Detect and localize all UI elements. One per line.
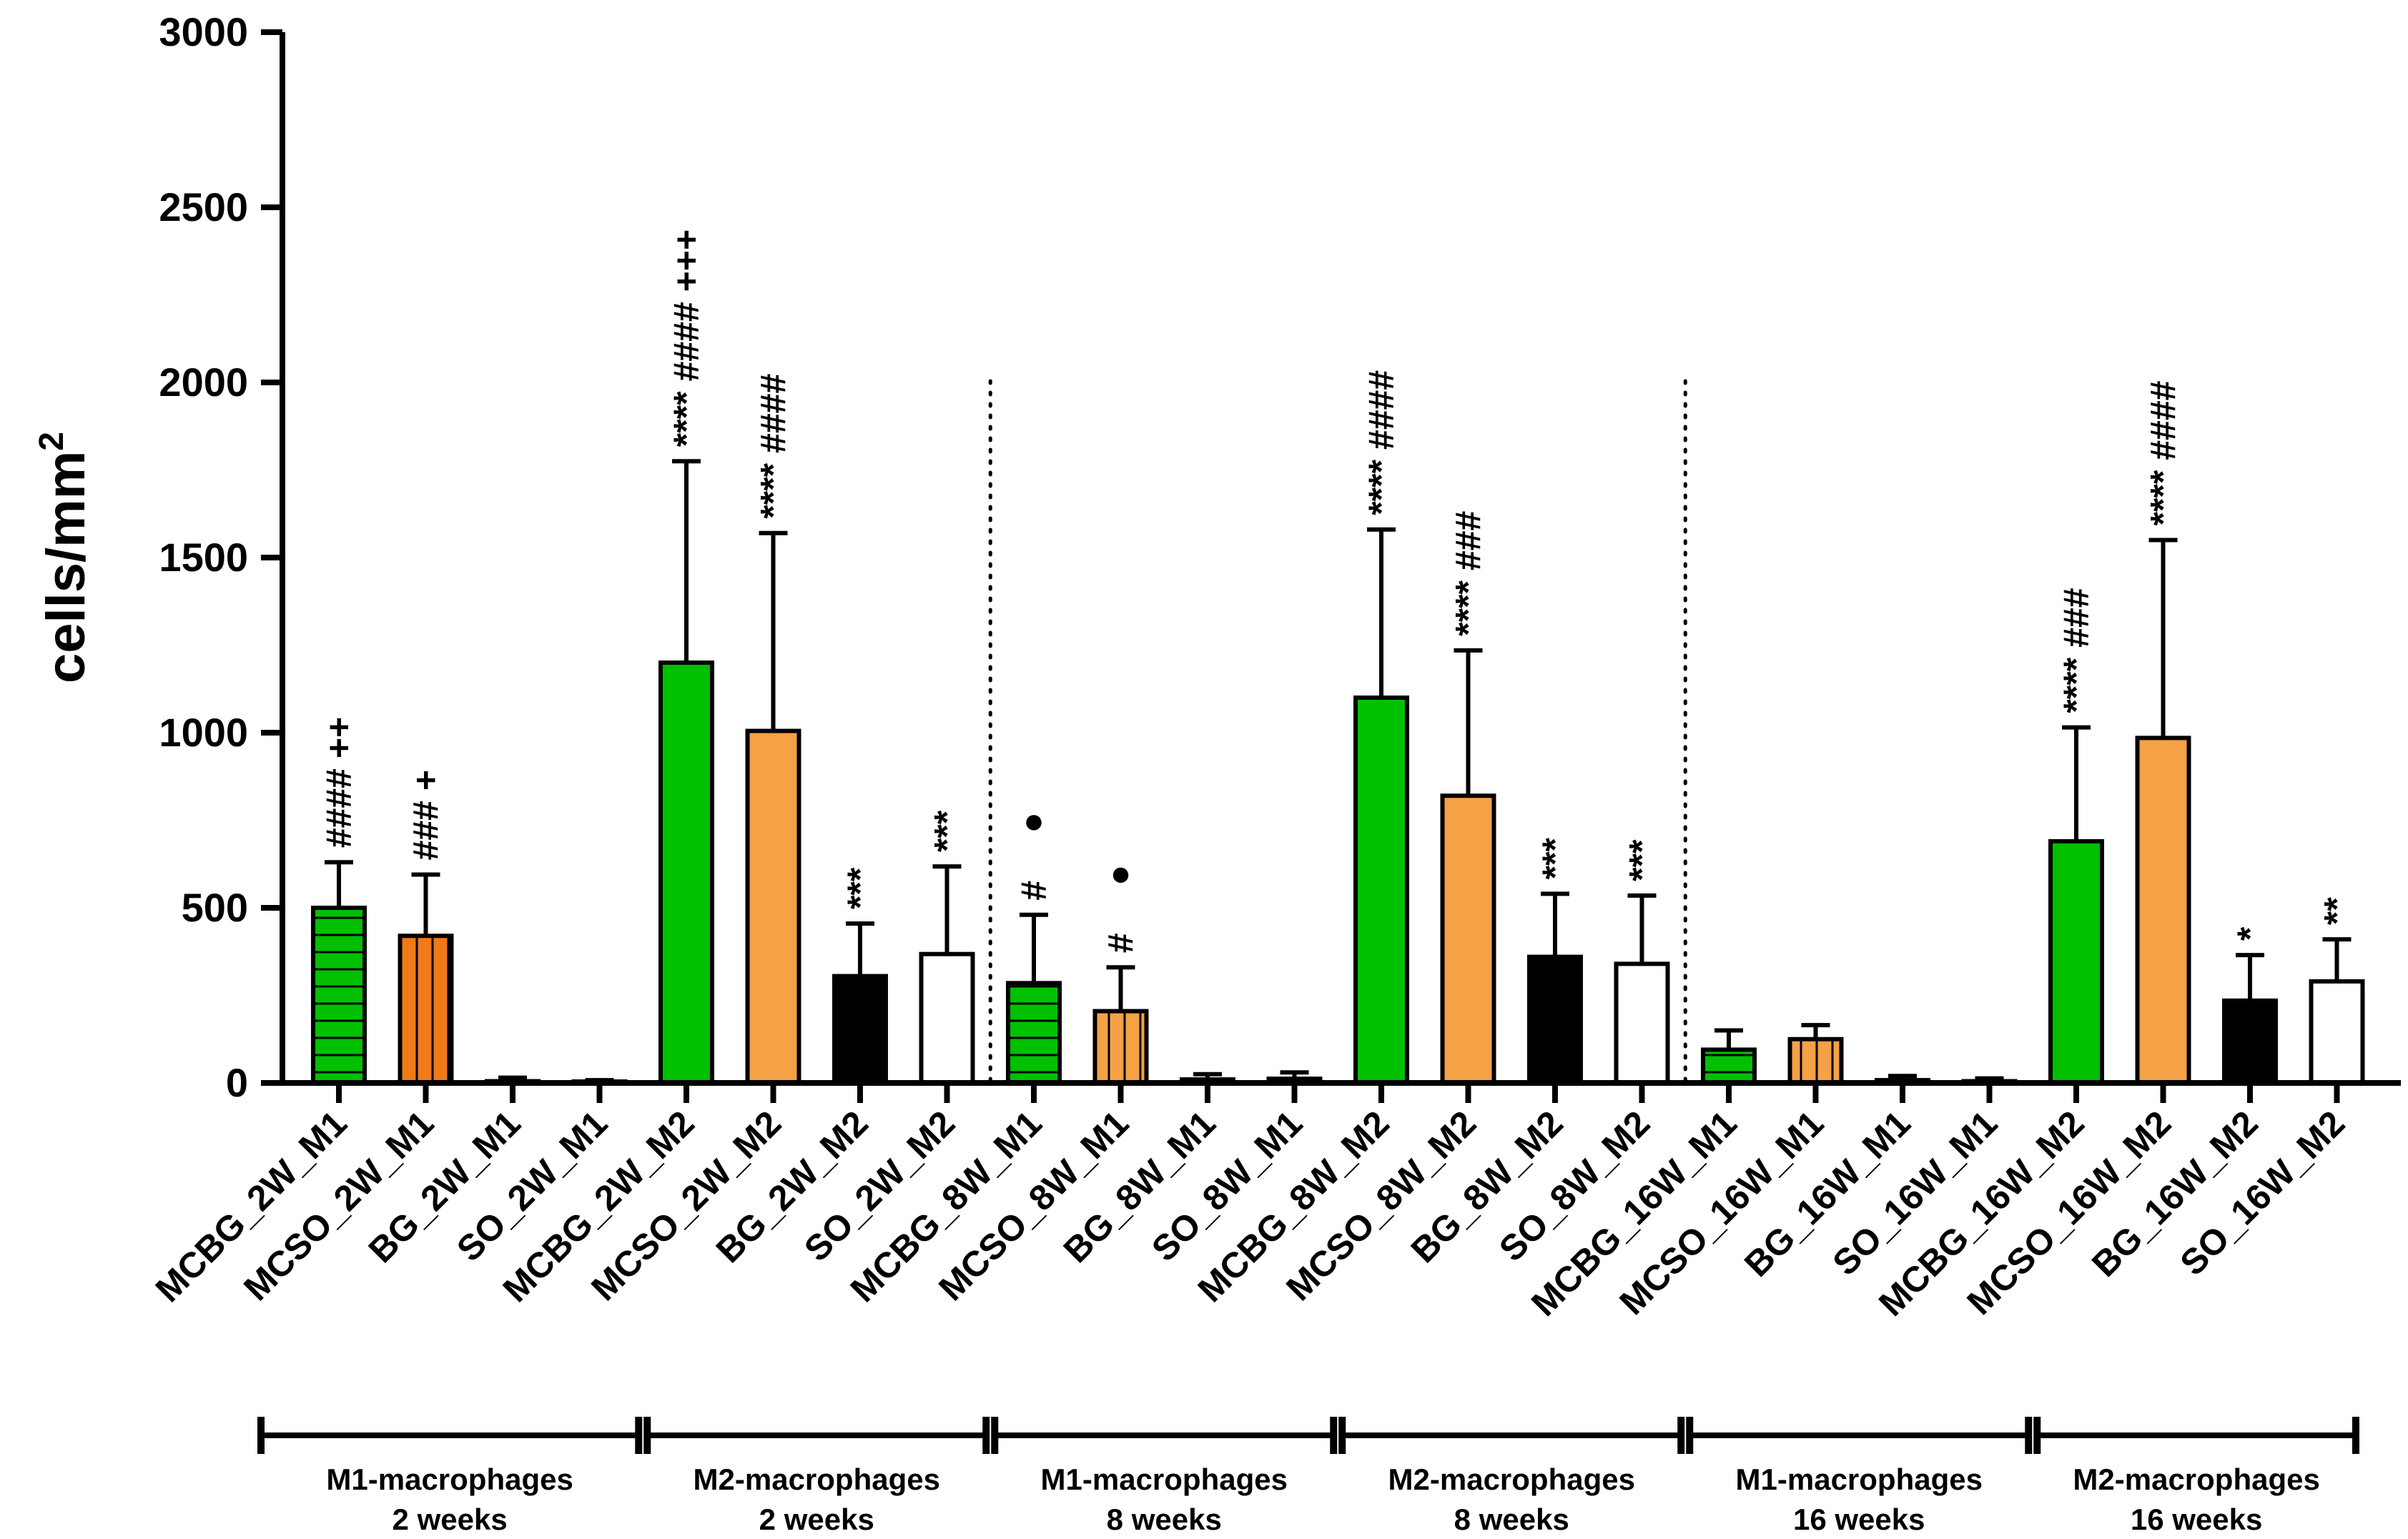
bar-MCBG_8W_M2 (1353, 696, 1409, 1085)
annotation-dot-MCBG_8W_M1: ● (1023, 801, 1045, 841)
annotation-MCSO_8W_M2: **** ### (1449, 511, 1489, 636)
group-label-line1: M2-macrophages (694, 1463, 940, 1496)
annotation-MCBG_2W_M2: **** #### +++ (666, 229, 706, 447)
annotation-BG_2W_M2: *** (840, 867, 880, 909)
y-tick-label: 500 (182, 885, 248, 930)
bar-MCBG_16W_M1 (1701, 1047, 1757, 1085)
y-tick-label: 1500 (159, 535, 248, 580)
y-axis: 0 500 1000 1500 2000 2500 3000 (159, 9, 285, 1105)
annotation-MCBG_8W_M2: **** #### (1361, 370, 1401, 515)
bar-MCSO_2W_M1 (398, 934, 454, 1085)
annotation-SO_8W_M2: *** (1622, 839, 1662, 881)
bar-MCSO_8W_M1 (1092, 1009, 1149, 1086)
group-label-line2: 8 weeks (1107, 1503, 1222, 1536)
bar-MCBG_8W_M1 (1006, 981, 1062, 1085)
bar-SO_8W_M2 (1614, 961, 1670, 1086)
annotation-MCBG_2W_M1: #### ++ (319, 717, 359, 848)
bar-MCBG_2W_M2 (658, 660, 714, 1085)
y-tick-label: 1000 (159, 710, 248, 755)
annotation-MCSO_8W_M1: # (1101, 933, 1141, 953)
y-tick-label: 3000 (159, 9, 248, 54)
bar-BG_16W_M2 (2222, 998, 2278, 1085)
x-axis: MCBG_2W_M1MCSO_2W_M1BG_2W_M1SO_2W_M1MCBG… (148, 1080, 2401, 1324)
y-tick-label: 0 (226, 1060, 248, 1105)
annotation-MCSO_2W_M1: ### + (406, 770, 446, 861)
group-separators (988, 379, 1687, 1085)
y-tick-label: 2000 (159, 360, 248, 405)
annotation-MCSO_2W_M2: **** #### (754, 374, 794, 519)
bar-MCSO_2W_M2 (745, 728, 801, 1085)
bars (311, 459, 2365, 1086)
bar-MCBG_2W_M1 (311, 906, 367, 1085)
annotation-SO_16W_M2: ** (2317, 897, 2357, 925)
bar-SO_16W_M2 (2309, 979, 2365, 1086)
y-axis-title: cells/mm2 (33, 432, 97, 683)
group-label-line1: M1-macrophages (1041, 1463, 1288, 1496)
group-label-line1: M1-macrophages (326, 1463, 573, 1496)
group-label-line1: M2-macrophages (1388, 1463, 1635, 1496)
y-tick-label: 2500 (159, 184, 248, 229)
group-label-line2: 16 weeks (2131, 1503, 2263, 1536)
annotation-BG_16W_M2: * (2230, 926, 2270, 941)
group-label-line2: 16 weeks (1793, 1503, 1925, 1536)
bar-MCSO_16W_M2 (2135, 736, 2191, 1085)
annotation-MCBG_8W_M1: # (1014, 881, 1054, 901)
significance-annotations: #### ++ ### +**** #### +++ **** ####******… (319, 229, 2357, 954)
annotation-MCBG_16W_M2: **** ### (2056, 588, 2096, 713)
bar-MCSO_8W_M2 (1440, 793, 1496, 1085)
annotation-dot-MCSO_8W_M1: ● (1110, 853, 1131, 893)
bar-SO_2W_M2 (919, 951, 975, 1086)
group-label-line1: M2-macrophages (2073, 1463, 2319, 1496)
bar-BG_2W_M2 (832, 974, 888, 1086)
annotation-MCSO_16W_M2: **** #### (2143, 381, 2184, 526)
annotation-BG_8W_M2: *** (1535, 837, 1575, 879)
bar-MCBG_16W_M2 (2048, 838, 2104, 1086)
bar-BG_8W_M2 (1527, 954, 1583, 1085)
group-label-line2: 2 weeks (393, 1503, 508, 1536)
bar-MCSO_16W_M1 (1787, 1036, 1844, 1085)
group-label-line1: M1-macrophages (1736, 1463, 1983, 1496)
group-brackets: M1-macrophages 2 weeks M2-macrophages 2 wee… (257, 1417, 2359, 1536)
group-label-line2: 2 weeks (759, 1503, 874, 1536)
annotation-SO_2W_M2: *** (927, 810, 967, 852)
group-label-line2: 8 weeks (1454, 1503, 1569, 1536)
